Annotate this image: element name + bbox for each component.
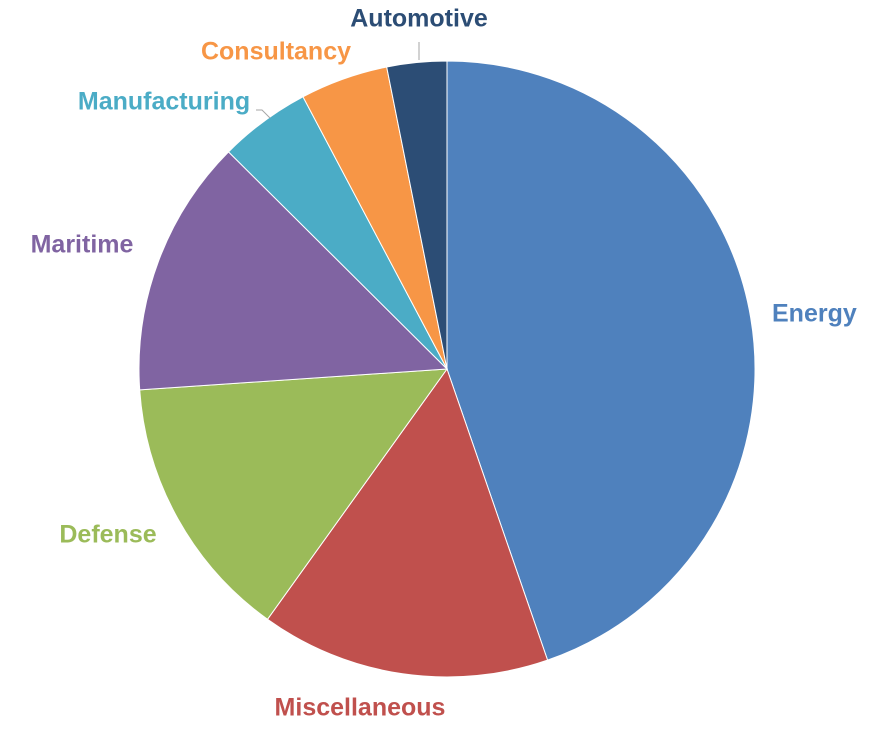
pie-slice-miscellaneous <box>266 367 549 678</box>
slices-layer <box>138 60 756 678</box>
slice-label-energy: Energy <box>772 300 857 328</box>
pie-slice-automotive <box>386 60 448 370</box>
slice-label-consultancy: Consultancy <box>201 38 351 66</box>
slice-label-manufacturing: Manufacturing <box>78 88 250 116</box>
pie-slice-energy <box>446 60 756 661</box>
slice-label-maritime: Maritime <box>31 231 134 259</box>
slice-label-defense: Defense <box>59 521 156 549</box>
slice-label-miscellaneous: Miscellaneous <box>275 694 446 722</box>
pie-slice-defense <box>139 368 449 620</box>
pie-slice-maritime <box>138 151 449 391</box>
labels-layer: Energy Miscellaneous Defense Maritime Manufa… <box>31 5 857 722</box>
leader-lines-layer <box>256 42 420 119</box>
leader-line-manufacturing <box>256 109 271 119</box>
slice-label-automotive: Automotive <box>350 5 488 33</box>
